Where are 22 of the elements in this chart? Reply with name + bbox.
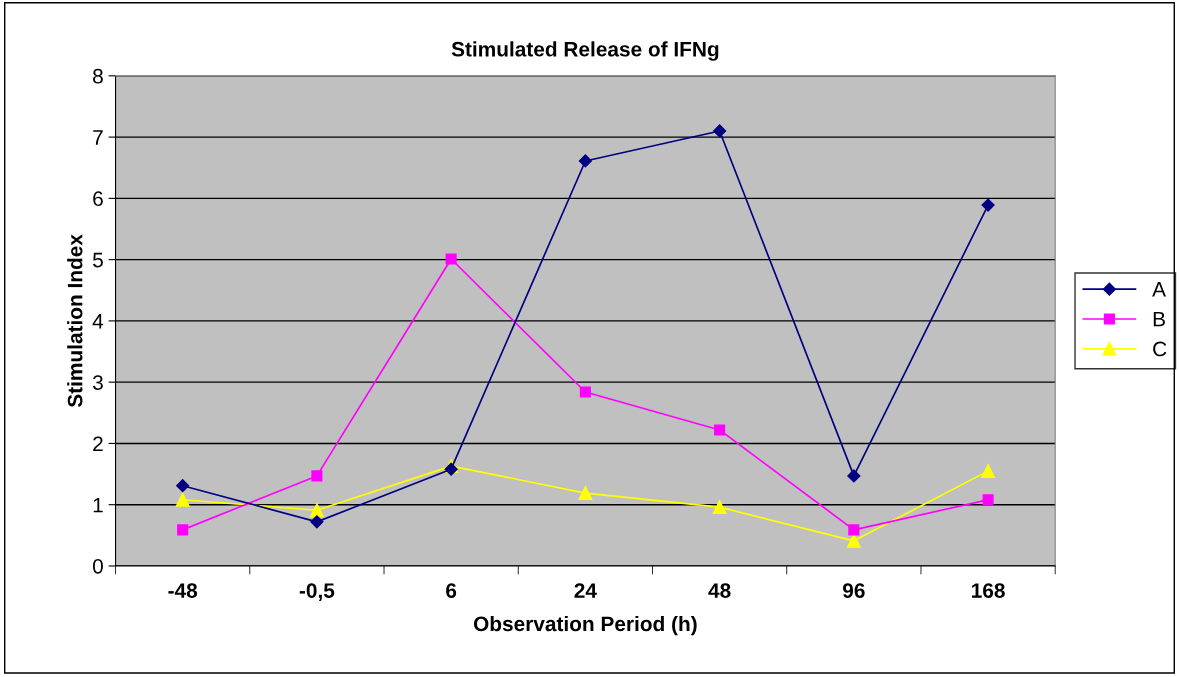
x-tick-label: 96 [842, 583, 865, 598]
y-tick-label: 3 [92, 375, 103, 390]
y-axis-title: Stimulation Index [67, 234, 83, 408]
y-tick-label: 6 [93, 191, 103, 207]
y-tick-label: 0 [92, 558, 103, 574]
x-axis-title: Observation Period (h) [473, 615, 697, 636]
legend-label: C [1153, 341, 1167, 357]
y-tick-label: 5 [92, 252, 103, 268]
x-tick-label: 48 [708, 583, 731, 598]
y-tick-label: 4 [92, 314, 104, 329]
legend-label: A [1152, 282, 1166, 297]
x-tick-label: 168 [972, 583, 1005, 598]
legend-label: B [1153, 311, 1165, 327]
y-tick-label: 8 [93, 68, 103, 84]
x-tick-label: -0,5 [299, 583, 335, 601]
y-tick-label: 1 [93, 497, 103, 513]
chart-title: Stimulated Release of IFNg [451, 41, 719, 61]
y-tick-label: 2 [93, 436, 103, 451]
x-tick-label: 6 [446, 583, 457, 598]
x-tick-label: 24 [574, 583, 597, 598]
x-tick-label: -48 [168, 583, 198, 598]
y-tick-label: 7 [93, 130, 103, 145]
